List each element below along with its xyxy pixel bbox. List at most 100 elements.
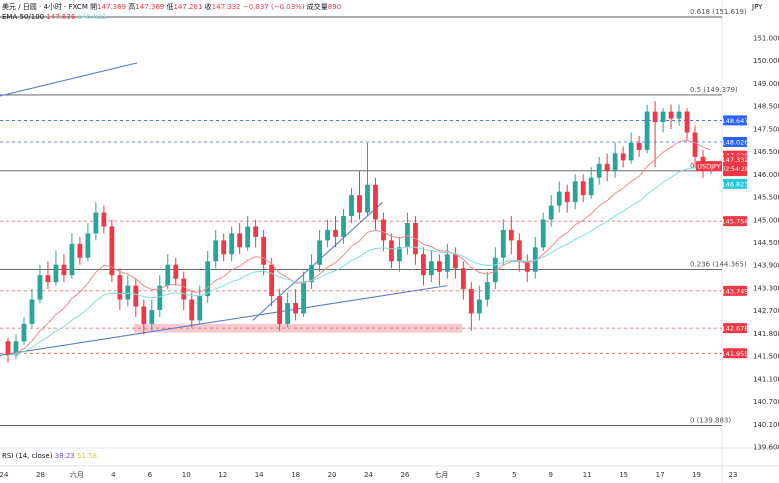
ema100-value: 146.823 (77, 13, 107, 21)
trendline (0, 62, 138, 97)
low-label: 低 (166, 3, 174, 11)
x-tick-label: 4 (111, 471, 116, 479)
candle (468, 282, 474, 331)
y-tick-label: 149.000 (753, 80, 779, 88)
support-zone (133, 323, 463, 333)
candle (69, 233, 75, 279)
candle-body (540, 219, 546, 248)
candle-body (476, 299, 482, 314)
candle-body (556, 191, 562, 206)
ema50-line (7, 139, 712, 356)
change-value: −0.037 (−0.03%) (242, 3, 305, 11)
candle-body (325, 229, 330, 241)
x-tick-label: 5 (512, 471, 516, 479)
candle (572, 174, 578, 210)
candle (692, 125, 698, 168)
candle-body (261, 236, 267, 265)
candle-body (588, 177, 594, 196)
candle (588, 167, 594, 199)
candle (564, 184, 570, 213)
candle (237, 222, 243, 255)
candle (556, 181, 562, 213)
candle-body (468, 289, 474, 314)
x-tick-label: 26 (400, 471, 409, 479)
candle-body (357, 195, 362, 213)
candle-body (660, 111, 666, 123)
candle (269, 257, 275, 307)
candle (77, 236, 83, 265)
candle-body (269, 264, 275, 297)
volume-label: 成交量 (306, 3, 328, 11)
x-tick-label: 14 (255, 471, 264, 479)
candle-body (229, 233, 235, 255)
candle (205, 250, 211, 304)
ema100-line (7, 167, 712, 356)
rsi-legend[interactable]: RSI (14, close) 38.23 51.58 (2, 452, 97, 461)
candle-body (365, 184, 370, 213)
candle (660, 108, 666, 133)
candle-body (333, 229, 338, 237)
price-tag-box (723, 178, 747, 189)
candle (548, 195, 554, 227)
candle (357, 170, 362, 220)
candle (429, 250, 434, 283)
candle (85, 222, 91, 262)
candle-body (85, 233, 91, 258)
candle-body (13, 341, 19, 356)
candle-body (349, 195, 354, 217)
candle-body (612, 153, 618, 171)
candle (333, 216, 338, 248)
candle (29, 289, 35, 328)
candle-body (277, 296, 283, 324)
candle (492, 247, 498, 290)
candle (365, 142, 370, 217)
candle (125, 275, 131, 307)
candle-body (636, 142, 642, 150)
candle (524, 254, 530, 283)
candle (309, 254, 314, 290)
candle (101, 205, 107, 234)
candle-body (644, 111, 650, 150)
x-tick-label: 18 (291, 471, 300, 479)
symbol-label[interactable]: 美元 / 日圆 · 4小时 · FXCM (2, 3, 88, 11)
candle-body (189, 299, 195, 321)
candle-body (397, 247, 402, 262)
candle-body (301, 282, 306, 314)
price-tag-box (723, 323, 747, 334)
candle (45, 261, 51, 290)
candle-body (69, 243, 75, 276)
candle (676, 104, 682, 126)
x-tick-label: 17 (656, 471, 665, 479)
candle (421, 247, 426, 286)
fib-level-label: 0.236 (144.365) (690, 260, 747, 268)
candle (229, 226, 235, 262)
candle (221, 233, 227, 262)
candle (141, 299, 147, 335)
candle (117, 268, 123, 310)
candle-body (109, 226, 115, 276)
price-tag-label: 141.955 (722, 350, 749, 358)
candle-body (293, 303, 298, 314)
high-label: 高 (128, 3, 136, 11)
candle-body (668, 111, 674, 119)
candle (37, 264, 43, 304)
candle (93, 202, 99, 241)
y-tick-label: 139.600 (753, 444, 779, 452)
candle (61, 254, 67, 283)
candle (261, 229, 267, 276)
candle (500, 219, 506, 265)
ema-legend[interactable]: EMA 50/100 147.636 146.823 (2, 13, 106, 22)
candle-body (237, 233, 243, 248)
x-tick-label: 11 (583, 471, 592, 479)
y-tick-label: 141.500 (753, 353, 779, 361)
candle-body (405, 222, 410, 248)
candle (277, 289, 283, 331)
x-tick-label: 28 (36, 471, 45, 479)
candle-body (221, 240, 227, 255)
open-label: 開 (90, 3, 98, 11)
y-tick-label: 140.100 (753, 421, 779, 429)
candle-body (309, 264, 314, 283)
candle-body (45, 275, 51, 283)
candle-body (173, 264, 179, 279)
